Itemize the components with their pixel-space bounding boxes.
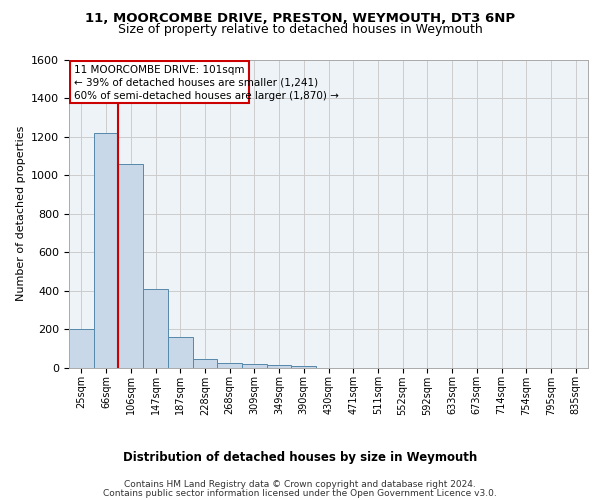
- Text: Contains HM Land Registry data © Crown copyright and database right 2024.: Contains HM Land Registry data © Crown c…: [124, 480, 476, 489]
- Text: 60% of semi-detached houses are larger (1,870) →: 60% of semi-detached houses are larger (…: [74, 91, 339, 101]
- Bar: [193, 359, 217, 368]
- FancyBboxPatch shape: [70, 61, 250, 103]
- Y-axis label: Number of detached properties: Number of detached properties: [16, 126, 26, 302]
- Text: ← 39% of detached houses are smaller (1,241): ← 39% of detached houses are smaller (1,…: [74, 78, 318, 88]
- Text: 11 MOORCOMBE DRIVE: 101sqm: 11 MOORCOMBE DRIVE: 101sqm: [74, 65, 244, 75]
- Bar: [143, 288, 168, 368]
- Bar: [118, 164, 143, 368]
- Bar: [94, 133, 118, 368]
- Text: Size of property relative to detached houses in Weymouth: Size of property relative to detached ho…: [118, 22, 482, 36]
- Bar: [242, 364, 267, 368]
- Text: Distribution of detached houses by size in Weymouth: Distribution of detached houses by size …: [123, 451, 477, 464]
- Bar: [168, 337, 193, 368]
- Bar: [292, 366, 316, 368]
- Text: Contains public sector information licensed under the Open Government Licence v3: Contains public sector information licen…: [103, 488, 497, 498]
- Text: 11, MOORCOMBE DRIVE, PRESTON, WEYMOUTH, DT3 6NP: 11, MOORCOMBE DRIVE, PRESTON, WEYMOUTH, …: [85, 12, 515, 26]
- Bar: [69, 329, 94, 368]
- Bar: [217, 362, 242, 368]
- Bar: [267, 365, 292, 368]
